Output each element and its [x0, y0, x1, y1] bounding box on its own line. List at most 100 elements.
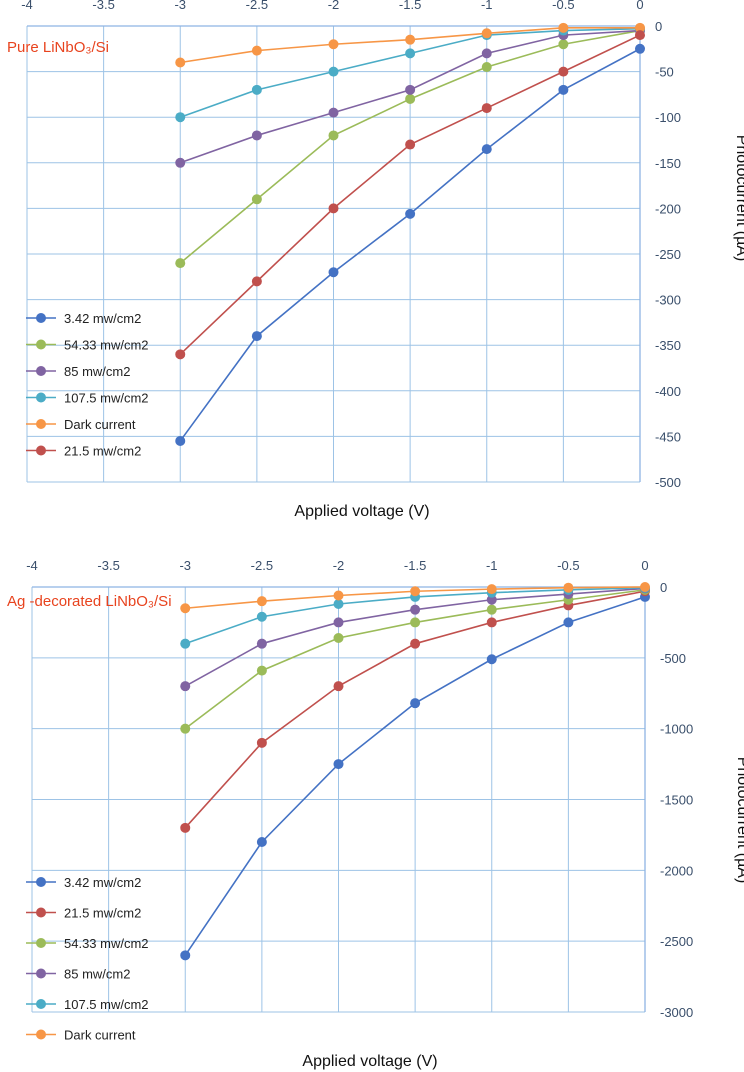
data-point	[251, 194, 262, 205]
y-tick-label: -100	[655, 110, 681, 125]
x-tick-label: -1	[486, 558, 498, 573]
data-point	[486, 604, 497, 615]
x-tick-label: -2	[328, 0, 340, 12]
legend-entry: Dark current	[26, 417, 136, 432]
legend-entry: 3.42 mw/cm2	[26, 875, 141, 890]
data-point	[251, 276, 262, 287]
data-point	[481, 48, 492, 59]
data-point	[333, 590, 344, 601]
y-tick-label: -450	[655, 429, 681, 444]
legend-label: 21.5 mw/cm2	[64, 906, 141, 921]
data-point	[410, 638, 421, 649]
legend-label: 54.33 mw/cm2	[64, 936, 149, 951]
legend-label: 54.33 mw/cm2	[64, 338, 149, 353]
series-dark-current	[175, 22, 645, 68]
x-tick-label: -1.5	[399, 0, 421, 12]
data-point	[180, 638, 191, 649]
data-point	[481, 144, 492, 155]
data-point	[486, 584, 497, 595]
x-tick-label: -4	[21, 0, 33, 12]
data-point	[640, 582, 650, 592]
legend-label: Dark current	[64, 417, 136, 432]
chart-2: -4 -3.5 -3 -2.5 -2 -1.5 -1 -0.5 00 -500 -1000 -1500…	[7, 558, 744, 1070]
legend-entry: 21.5 mw/cm2	[26, 444, 141, 459]
data-point	[333, 599, 344, 609]
data-point	[405, 48, 416, 59]
x-tick-label: -1	[481, 0, 493, 12]
data-point	[175, 112, 186, 123]
data-point	[251, 331, 262, 342]
y-tick-label: -50	[655, 65, 674, 80]
x-tick-label: -3	[174, 0, 186, 12]
data-point	[175, 435, 186, 446]
x-axis-title: Applied voltage (V)	[294, 503, 429, 520]
data-point	[175, 258, 186, 269]
data-point	[410, 698, 421, 709]
y-axis-title: Photocurrent (µA)	[734, 757, 744, 884]
chart-1: -4 -3.5 -3 -2.5 -2 -1.5 -1 -0.5 00 -50 -100 -150 -20…	[7, 0, 744, 520]
data-point	[635, 43, 645, 54]
y-tick-label: -2000	[660, 863, 693, 878]
data-point	[256, 837, 267, 847]
data-point	[481, 62, 492, 73]
data-point	[333, 617, 344, 628]
x-tick-label: -2	[333, 558, 345, 573]
chart-title: Pure LiNbO₃/Si	[7, 39, 109, 56]
data-point	[486, 654, 497, 665]
data-point	[333, 759, 344, 770]
legend-marker	[36, 339, 46, 350]
x-tick-label: -2.5	[246, 0, 268, 12]
data-point	[328, 107, 339, 118]
legend-label: 3.42 mw/cm2	[64, 875, 141, 890]
series-dark-current	[180, 582, 650, 614]
legend-label: 21.5 mw/cm2	[64, 444, 141, 459]
series-3-42-mw-cm2	[175, 43, 645, 446]
x-tick-label: -4	[26, 558, 38, 573]
data-point	[328, 267, 339, 278]
data-point	[410, 586, 421, 597]
data-point	[175, 349, 186, 360]
data-point	[175, 57, 186, 68]
legend-marker	[36, 392, 46, 403]
x-tick-label: 0	[636, 0, 643, 12]
data-point	[256, 596, 267, 607]
y-axis-title: Photocurrent (µA)	[733, 135, 744, 262]
data-point	[486, 617, 497, 628]
legend-label: 85 mw/cm2	[64, 967, 130, 982]
data-point	[635, 22, 645, 33]
data-point	[175, 157, 186, 168]
legend-marker	[36, 1029, 46, 1040]
legend-marker	[36, 366, 46, 376]
legend-label: 107.5 mw/cm2	[64, 391, 149, 406]
x-tick-label: -0.5	[552, 0, 574, 12]
data-point	[328, 66, 339, 77]
chart-title: Ag -decorated LiNbO₃/Si	[7, 593, 172, 610]
data-point	[558, 66, 569, 77]
data-point	[328, 203, 339, 214]
data-point	[558, 22, 569, 33]
y-tick-label: 0	[655, 19, 662, 34]
data-point	[410, 617, 421, 628]
legend-entry: 54.33 mw/cm2	[26, 338, 149, 353]
data-point	[486, 594, 497, 605]
data-point	[256, 611, 267, 622]
legend-entry: 107.5 mw/cm2	[26, 391, 149, 406]
legend-label: Dark current	[64, 1028, 136, 1043]
legend-entry: 85 mw/cm2	[26, 967, 130, 982]
y-tick-label: -300	[655, 293, 681, 308]
data-point	[481, 28, 492, 39]
y-tick-label: 0	[660, 580, 667, 595]
legend-marker	[36, 313, 46, 323]
data-point	[405, 34, 416, 45]
y-tick-label: -250	[655, 247, 681, 262]
data-point	[180, 723, 191, 734]
x-axis-title: Applied voltage (V)	[302, 1053, 437, 1070]
x-tick-label: -3	[179, 558, 191, 573]
legend-marker	[36, 999, 46, 1009]
legend-label: 107.5 mw/cm2	[64, 997, 149, 1012]
data-point	[180, 950, 191, 961]
legend-marker	[36, 877, 46, 887]
legend-marker	[36, 968, 46, 979]
x-tick-label: -2.5	[251, 558, 273, 573]
